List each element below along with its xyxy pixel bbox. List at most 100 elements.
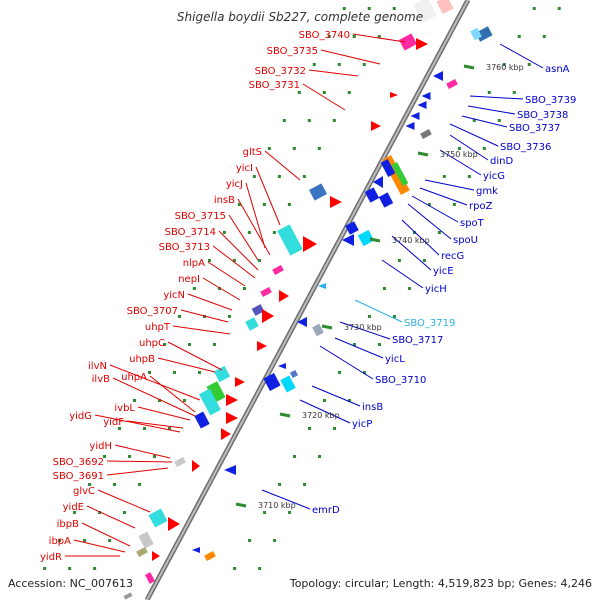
leader-line [334,337,384,359]
leader-line [261,489,311,510]
gene-label-sbo_3732: SBO_3732 [255,66,306,77]
leader-line [401,219,440,256]
leader-line [255,166,281,226]
gene-label-ivbl: ivbL [114,403,135,414]
leader-line [81,522,131,547]
tick-dot [467,175,471,178]
tick-dot [312,63,316,66]
gene-feature-arrow [221,428,231,440]
tick-dot [277,175,281,178]
leader-line [112,377,196,417]
tick-dot [158,399,161,402]
gene-label-sbo_3714: SBO_3714 [165,227,216,238]
leader-line [187,293,233,311]
topology-text: Topology: circular; Length: 4,519,823 bp… [289,577,592,590]
minor-tick-dots [43,7,561,570]
tick-dot [322,91,326,94]
gene-feature-arrow [417,101,427,109]
gene-feature-box [263,373,281,391]
gene-label-spou: spoU [453,235,478,246]
tick-dot [397,259,401,262]
tick-dot [482,147,486,150]
gene-feature-box [272,265,284,275]
tick-dot [512,91,516,94]
leader-line [439,149,482,176]
tick-dot [222,231,226,234]
gene-feature-box [123,592,133,600]
left-gene-labels: SBO_3740 SBO_3735 SBO_3732 SBO_3731 gltS yicI… [40,30,350,563]
leader-line [212,245,256,279]
tick-dot [472,119,476,122]
tick-dot [128,455,132,458]
gene-label-sbo_3710: SBO_3710 [375,375,426,386]
gene-label-sbo_3691: SBO_3691 [53,471,104,482]
scale-label-kbp-3750: 3750 kbp [440,150,478,159]
scale-label-kbp-3760: 3760 kbp [486,63,524,72]
gene-label-sbo_3740: SBO_3740 [299,30,350,41]
leader-line [461,115,508,128]
gene-label-sbo_3731: SBO_3731 [249,80,300,91]
leader-line [137,406,191,421]
leader-line [106,467,169,476]
tick-dot [487,91,491,94]
gene-label-sbo_3715: SBO_3715 [175,211,226,222]
tick-dot [233,567,237,570]
tick-dot [278,483,282,486]
gene-feature-box [204,551,216,561]
tick-dot [103,455,107,458]
tick-dot [237,203,241,206]
gene-label-yicj: yicJ [226,179,243,190]
scale-label-kbp-3710: 3710 kbp [258,501,296,510]
tick-dot [457,147,461,150]
leader-line [97,489,151,513]
gene-feature-box [391,161,409,187]
backbone-highlight [146,0,469,600]
gene-feature-box [378,192,394,208]
tick-dot [207,259,211,262]
gene-feature-arrow [297,317,307,327]
tick-dot [287,203,291,206]
gene-label-uhpb: uhpB [129,354,155,365]
tick-dot [172,371,176,374]
gene-label-sbo_3692: SBO_3692 [53,457,104,468]
tick-dot [232,259,236,262]
tick-dot [437,231,441,234]
scale-labels: 3760 kbp 3750 kbp 3740 kbp 3730 kbp 3720 kbp… [235,63,524,510]
tick-dot [83,539,87,542]
gene-feature-box [145,572,155,584]
gene-feature-box [199,388,221,416]
tick-dot [352,343,356,346]
tick-dot [98,511,102,514]
gene-feature-box [136,547,148,557]
gene-feature-arrow [257,341,267,351]
gene-label-insb: insB [362,402,383,413]
leader-line [149,375,196,413]
gene-feature-box [174,457,186,467]
leader-line [302,83,346,111]
gene-feature-box [138,531,154,549]
scale-tick [463,64,475,70]
label-leader-lines [65,33,544,557]
tick-dot [192,287,196,290]
gene-feature-arrow [226,394,238,406]
gene-label-yicl: yicL [385,354,405,365]
gene-label-sbo_3737: SBO_3737 [509,123,560,134]
gene-feature-arrow [224,465,236,475]
gene-feature-box [436,0,454,14]
gene-feature-box [413,0,437,23]
gene-label-uhpa: uhpA [121,372,147,383]
gene-feature-arrow [192,547,200,553]
tick-dot [303,483,307,486]
gene-label-spot: spoT [460,218,485,229]
tick-dot [147,371,151,374]
gene-label-yidg: yidG [69,411,92,422]
gene-feature-arrow [390,92,398,98]
gene-label-sbo_3713: SBO_3713 [159,242,210,253]
tick-dot [502,63,506,66]
tick-dot [288,511,292,514]
gene-feature-arrow [330,196,342,208]
gene-features [123,0,493,600]
leader-line [114,444,171,459]
gene-feature-box [206,381,226,403]
tick-dot [88,483,92,486]
